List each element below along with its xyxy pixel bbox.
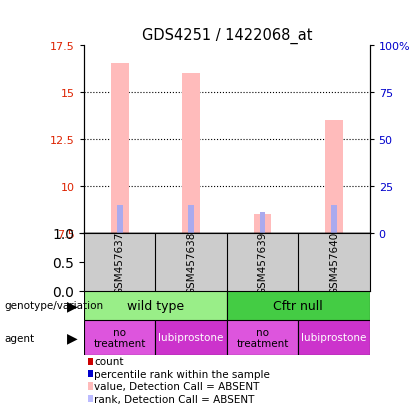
Text: ▶: ▶	[67, 331, 78, 345]
Text: percentile rank within the sample: percentile rank within the sample	[94, 369, 270, 379]
Bar	[260, 213, 265, 233]
Text: ▶: ▶	[67, 299, 78, 313]
Text: wild type: wild type	[127, 299, 184, 312]
Bar	[84, 320, 155, 355]
Bar	[84, 291, 227, 320]
Text: value, Detection Call = ABSENT: value, Detection Call = ABSENT	[94, 381, 260, 391]
Bar	[325, 121, 343, 233]
Bar	[254, 215, 271, 233]
Text: no
treatment: no treatment	[236, 327, 289, 349]
Text: lubiprostone: lubiprostone	[301, 332, 367, 343]
Text: GSM457638: GSM457638	[186, 230, 196, 294]
Bar	[117, 205, 123, 233]
Text: rank, Detection Call = ABSENT: rank, Detection Call = ABSENT	[94, 394, 255, 404]
Text: no
treatment: no treatment	[94, 327, 146, 349]
Title: GDS4251 / 1422068_at: GDS4251 / 1422068_at	[142, 28, 312, 44]
Text: genotype/variation: genotype/variation	[4, 301, 103, 311]
Bar	[188, 205, 194, 233]
Text: GSM457640: GSM457640	[329, 231, 339, 294]
Bar	[227, 291, 370, 320]
Text: GSM457639: GSM457639	[257, 230, 268, 294]
Text: lubiprostone: lubiprostone	[158, 332, 224, 343]
Text: GSM457637: GSM457637	[115, 230, 125, 294]
Text: agent: agent	[4, 333, 34, 343]
Bar	[298, 320, 370, 355]
Bar	[331, 205, 337, 233]
Bar	[182, 74, 200, 233]
Text: Cftr null: Cftr null	[273, 299, 323, 312]
Bar	[227, 320, 298, 355]
Bar	[155, 320, 227, 355]
Text: count: count	[94, 356, 124, 366]
Bar	[111, 64, 129, 233]
